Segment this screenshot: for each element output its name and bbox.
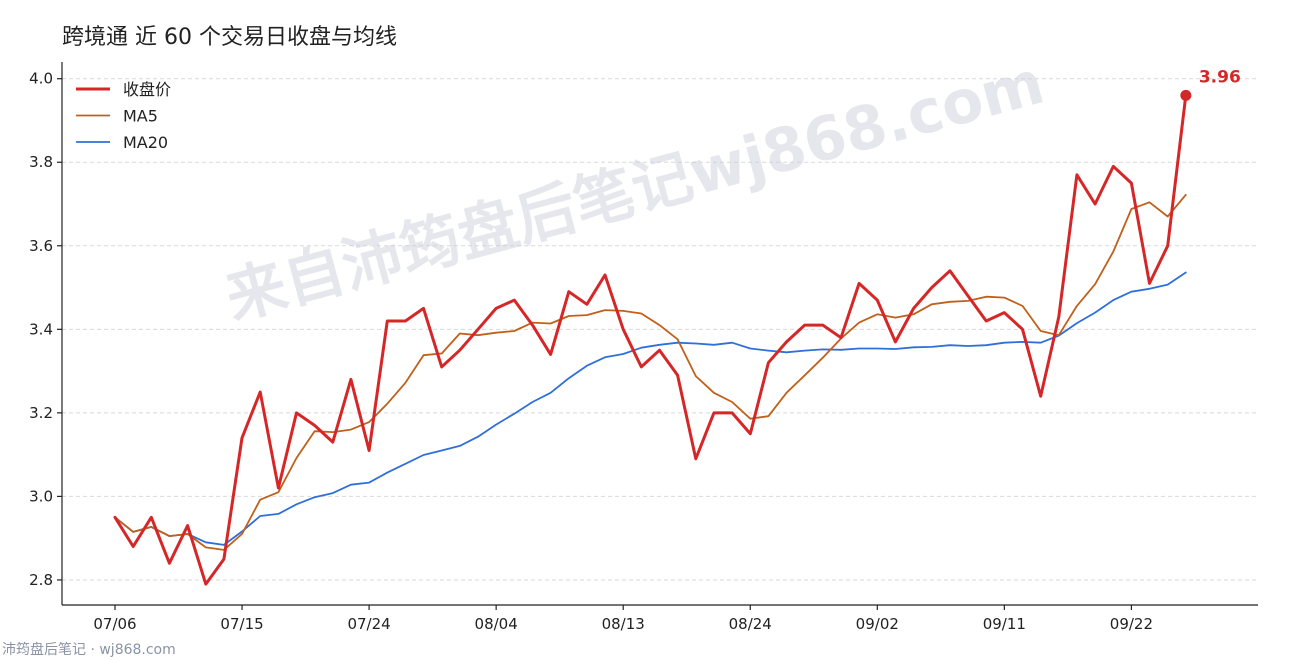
- series-line-close: [113, 93, 1188, 586]
- last-point-layer: 3.96: [1180, 67, 1241, 101]
- legend: 收盘价 MA5 MA20: [76, 80, 171, 152]
- chart-title: 跨境通 近 60 个交易日收盘与均线: [62, 25, 397, 50]
- x-tick-label: 09/11: [983, 615, 1026, 633]
- y-tick-label: 4.0: [29, 70, 53, 88]
- series-line-ma20: [114, 271, 1187, 546]
- last-close-point: [1180, 89, 1192, 101]
- footer-credit: 沛筠盘后笔记 · wj868.com: [2, 641, 176, 658]
- legend-label: 收盘价: [123, 80, 171, 99]
- x-tick-label: 07/15: [220, 615, 263, 633]
- y-ticks: 2.8 3.0 3.2 3.4 3.6 3.8 4.0: [29, 70, 62, 589]
- y-tick-label: 2.8: [29, 571, 53, 589]
- x-tick-label: 08/24: [729, 615, 772, 633]
- x-tick-label: 09/02: [856, 615, 899, 633]
- watermark: 来自沛筠盘后笔记wj868.com: [218, 48, 1051, 334]
- x-tick-label: 07/24: [347, 615, 390, 633]
- legend-label: MA5: [123, 107, 158, 126]
- x-tick-label: 07/06: [93, 615, 136, 633]
- y-tick-label: 3.4: [29, 320, 53, 338]
- x-ticks: 07/06 07/15 07/24 08/04 08/13 08/24 09/02 09/11…: [93, 605, 1153, 633]
- x-tick-label: 09/22: [1110, 615, 1153, 633]
- x-tick-label: 08/04: [475, 615, 518, 633]
- y-tick-label: 3.2: [29, 404, 53, 422]
- series-line-ma5: [114, 193, 1187, 551]
- legend-label: MA20: [123, 133, 168, 152]
- y-tick-label: 3.8: [29, 153, 53, 171]
- last-close-label: 3.96: [1199, 67, 1241, 87]
- watermark-layer: 来自沛筠盘后笔记wj868.com: [218, 48, 1051, 334]
- axes: [61, 62, 1258, 606]
- series-layer: [113, 93, 1188, 586]
- x-tick-label: 08/13: [602, 615, 645, 633]
- y-tick-label: 3.6: [29, 237, 53, 255]
- y-tick-label: 3.0: [29, 487, 53, 505]
- grid: [62, 78, 1258, 581]
